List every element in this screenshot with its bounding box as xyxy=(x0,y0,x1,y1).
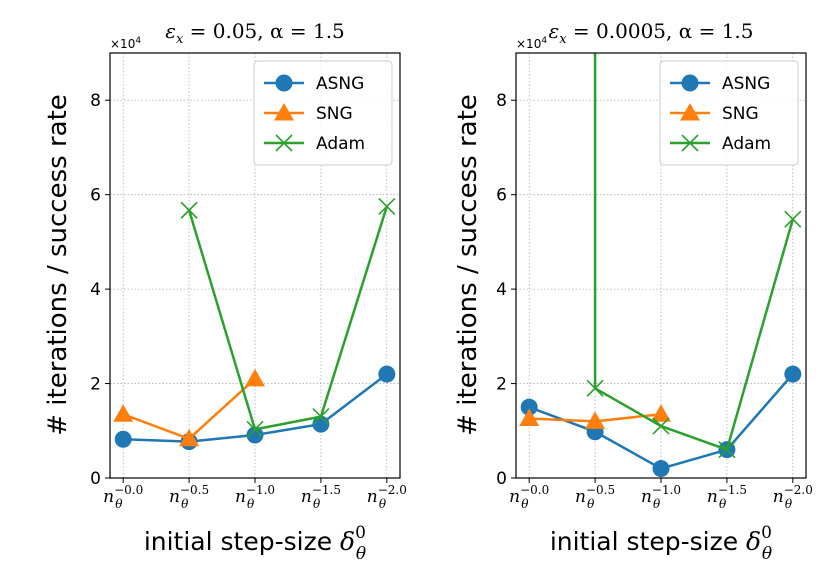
adam-series-line xyxy=(594,218,795,451)
legend-label-sng: SNG xyxy=(722,104,759,124)
x-tick-label: n−0.5 θ xyxy=(169,483,209,511)
legend-1: ASNG SNG Adam xyxy=(253,60,393,166)
y-axis-label-left: # iterations / success rate xyxy=(43,94,73,436)
x-tick-label: n−1.0 θ xyxy=(235,483,275,511)
x-tick-label: n−1.0 θ xyxy=(641,483,681,511)
y-tick-label: 6 xyxy=(496,186,507,206)
sng-point xyxy=(651,404,671,422)
legend-label-adam: Adam xyxy=(722,134,771,154)
x-axis-label-symbol-left: δ xyxy=(340,527,355,556)
x-axis-label-left: initial step-size δ0 θ xyxy=(144,523,366,564)
y-tick-label: 6 xyxy=(90,186,101,206)
series-layer-1 xyxy=(113,197,396,451)
asng-point xyxy=(246,426,264,444)
sng-point xyxy=(179,428,200,447)
x-axis-label-text-right: initial step-size xyxy=(550,527,746,556)
y-tick-label: 0 xyxy=(496,469,507,489)
y-tick-label: 4 xyxy=(496,280,507,300)
asng-point xyxy=(378,365,396,383)
adam-series-line xyxy=(187,206,389,431)
adam-point xyxy=(180,201,198,219)
y-tick-label: 2 xyxy=(496,375,507,395)
adam-point xyxy=(586,379,604,397)
x-tick-label: n−1.5 θ xyxy=(707,483,747,511)
adam-point xyxy=(312,408,330,426)
offset-base-2: ×10 xyxy=(516,37,541,51)
asng-point xyxy=(114,430,132,448)
x-tick-label: n−0.5 θ xyxy=(575,483,615,511)
legend-marker-adam xyxy=(275,134,293,152)
series-layer-2 xyxy=(519,53,802,478)
x-axis-label-symbol-right: δ xyxy=(746,527,761,556)
adam-point xyxy=(378,197,396,216)
sng-point xyxy=(245,368,265,387)
offset-label-2: ×104 xyxy=(516,36,547,51)
sng-point xyxy=(519,408,540,426)
title-eps-1: ε xyxy=(165,19,176,43)
title-eps-sub-1: x xyxy=(176,32,184,47)
x-axis-label-sup-left: 0 xyxy=(355,523,366,543)
x-axis-label-sup-right: 0 xyxy=(761,523,772,543)
x-tick-label: n−0.0 θ xyxy=(103,483,143,511)
adam-point xyxy=(718,441,736,459)
legend-2: ASNG SNG Adam xyxy=(659,60,799,166)
legend-marker-asng xyxy=(275,74,293,92)
title-eps-2: ε xyxy=(548,19,559,43)
legend-label-asng: ASNG xyxy=(722,74,770,94)
x-axis-label-text-left: initial step-size xyxy=(144,527,340,556)
title-rest-2: = 0.0005, α = 1.5 xyxy=(567,19,754,43)
y-tick-label: 0 xyxy=(90,469,101,489)
legend-marker-sng xyxy=(680,103,700,121)
y-tick-label: 4 xyxy=(90,280,101,300)
x-axis-label-sub-left: θ xyxy=(356,544,366,564)
adam-point xyxy=(784,210,802,228)
asng-point xyxy=(784,365,802,383)
offset-exp-2: 4 xyxy=(541,36,547,46)
ticks-1: 0 2 4 6 8 n−0.0 θ n−0.5 θ n−1.0 θ n−1.5 θ n−2.0 θ xyxy=(90,91,407,511)
legend-label-sng: SNG xyxy=(316,104,353,124)
title-rest-1: = 0.05, α = 1.5 xyxy=(183,19,345,43)
offset-base-1: ×10 xyxy=(110,37,135,51)
ticks-2: 0 2 4 6 8 n−0.0 θ n−0.5 θ n−1.0 θ n−1.5 θ n−2.0 θ xyxy=(496,91,813,511)
legend-label-adam: Adam xyxy=(316,134,365,154)
legend-marker-sng xyxy=(274,103,294,121)
chart-title-2: εx = 0.0005, α = 1.5 xyxy=(548,19,753,47)
offset-exp-1: 4 xyxy=(135,36,141,46)
y-axis-label-right: # iterations / success rate xyxy=(453,94,483,436)
legend-marker-asng xyxy=(681,74,699,92)
legend-label-asng: ASNG xyxy=(316,74,364,94)
asng-point xyxy=(520,398,538,416)
adam-point xyxy=(652,417,670,435)
x-tick-label: n−2.0 θ xyxy=(773,483,813,511)
x-tick-label: n−1.5 θ xyxy=(301,483,341,511)
x-tick-label: n−2.0 θ xyxy=(367,483,407,511)
sng-point xyxy=(113,404,134,422)
x-axis-label-right: initial step-size δ0 θ xyxy=(550,523,772,564)
adam-point xyxy=(246,420,264,438)
chart-title-1: εx = 0.05, α = 1.5 xyxy=(165,19,345,47)
legend-marker-adam xyxy=(681,134,699,152)
title-eps-sub-2: x xyxy=(559,32,567,47)
y-tick-label: 8 xyxy=(496,91,507,111)
x-tick-label: n−0.0 θ xyxy=(509,483,549,511)
asng-point xyxy=(652,460,670,478)
y-tick-label: 2 xyxy=(90,375,101,395)
y-tick-label: 8 xyxy=(90,91,101,111)
x-axis-label-sub-right: θ xyxy=(762,544,772,564)
sng-point xyxy=(585,411,606,429)
offset-label-1: ×104 xyxy=(110,36,141,51)
